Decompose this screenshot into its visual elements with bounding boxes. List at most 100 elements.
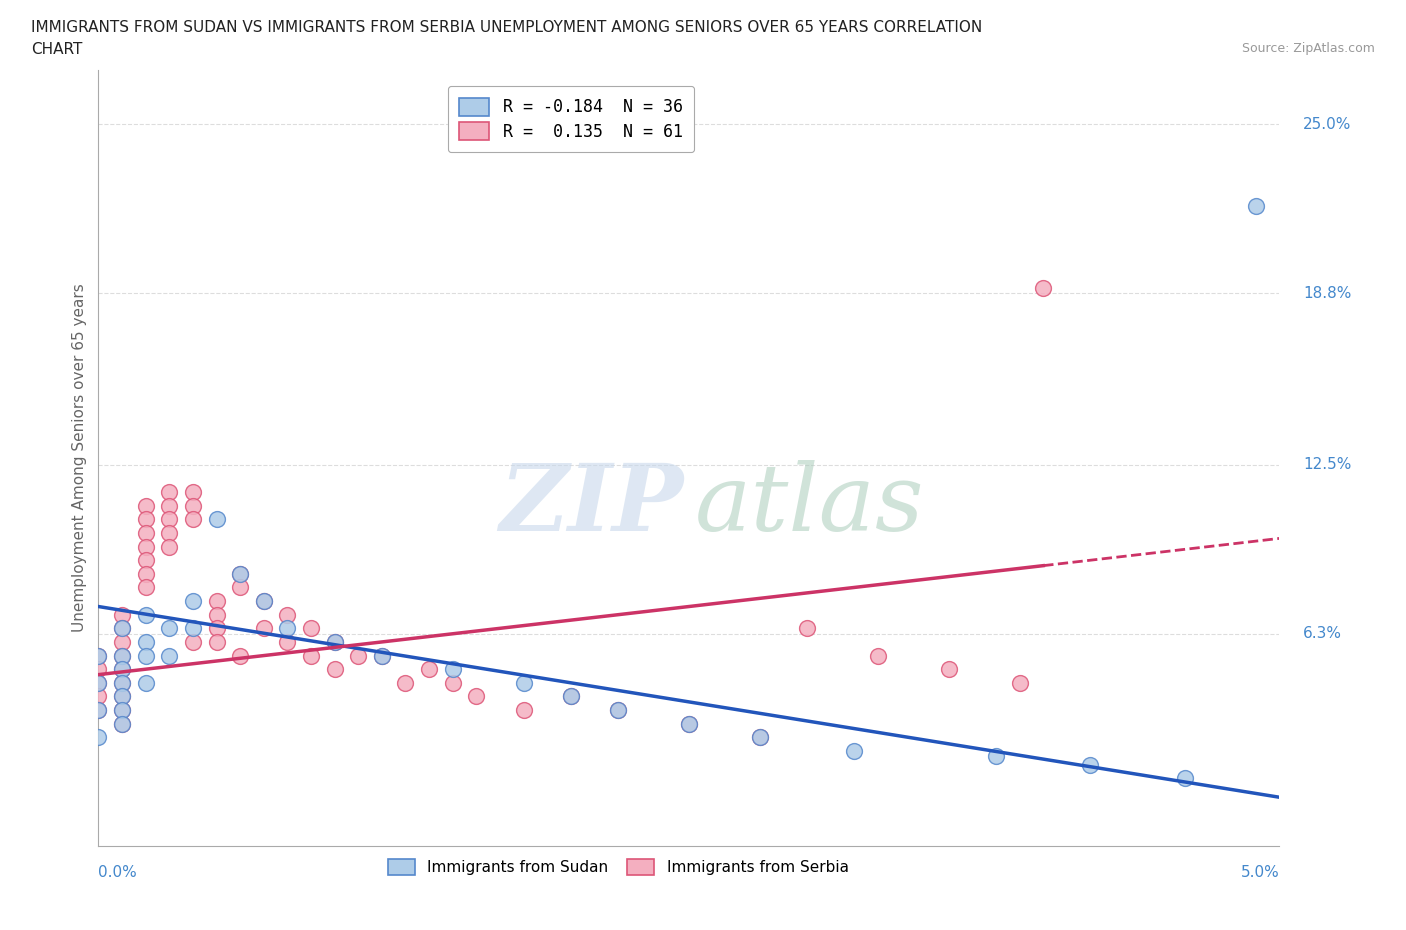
Point <box>87 648 110 663</box>
Point <box>512 703 534 718</box>
Point <box>299 621 322 636</box>
Point <box>111 703 134 718</box>
Text: IMMIGRANTS FROM SUDAN VS IMMIGRANTS FROM SERBIA UNEMPLOYMENT AMONG SENIORS OVER : IMMIGRANTS FROM SUDAN VS IMMIGRANTS FROM… <box>31 20 983 35</box>
Point <box>323 662 346 677</box>
Point <box>181 512 204 526</box>
Point <box>512 675 534 690</box>
Point <box>135 648 157 663</box>
Point <box>111 716 134 731</box>
Point <box>135 607 157 622</box>
Point <box>299 648 322 663</box>
Point <box>111 621 134 636</box>
Point <box>560 689 582 704</box>
Point <box>111 675 134 690</box>
Point <box>441 675 464 690</box>
Point <box>135 539 157 554</box>
Point <box>157 621 180 636</box>
Point <box>135 634 157 649</box>
Point <box>181 621 204 636</box>
Point <box>748 730 770 745</box>
Point <box>111 689 134 704</box>
Point <box>276 607 298 622</box>
Point <box>157 485 180 499</box>
Point <box>181 634 204 649</box>
Text: 5.0%: 5.0% <box>1240 866 1279 881</box>
Point <box>394 675 416 690</box>
Point <box>371 648 394 663</box>
Text: Source: ZipAtlas.com: Source: ZipAtlas.com <box>1241 42 1375 55</box>
Point <box>323 634 346 649</box>
Point <box>1032 280 1054 295</box>
Point <box>678 716 700 731</box>
Point <box>323 634 346 649</box>
Point <box>866 648 889 663</box>
Text: CHART: CHART <box>31 42 83 57</box>
Point <box>111 648 134 663</box>
Point <box>111 675 134 690</box>
Point <box>87 648 110 663</box>
Point <box>205 621 228 636</box>
Point <box>135 675 157 690</box>
Point <box>87 662 110 677</box>
Point <box>157 648 180 663</box>
Point <box>157 512 180 526</box>
Point <box>111 662 134 677</box>
Point <box>181 485 204 499</box>
Point <box>135 566 157 581</box>
Point <box>157 498 180 513</box>
Point <box>157 539 180 554</box>
Text: 12.5%: 12.5% <box>1303 458 1351 472</box>
Point <box>111 634 134 649</box>
Point <box>796 621 818 636</box>
Point <box>607 703 630 718</box>
Point <box>253 621 276 636</box>
Point <box>607 703 630 718</box>
Point <box>560 689 582 704</box>
Point <box>87 703 110 718</box>
Point <box>441 662 464 677</box>
Text: 6.3%: 6.3% <box>1303 626 1343 642</box>
Point <box>1174 771 1197 786</box>
Point <box>181 593 204 608</box>
Point <box>87 675 110 690</box>
Point <box>111 621 134 636</box>
Point <box>157 525 180 540</box>
Y-axis label: Unemployment Among Seniors over 65 years: Unemployment Among Seniors over 65 years <box>72 284 87 632</box>
Point <box>135 498 157 513</box>
Point <box>135 552 157 567</box>
Point <box>276 634 298 649</box>
Point <box>1008 675 1031 690</box>
Point <box>135 525 157 540</box>
Point <box>111 716 134 731</box>
Point <box>229 566 252 581</box>
Point <box>229 580 252 595</box>
Point <box>347 648 370 663</box>
Point <box>111 662 134 677</box>
Point <box>418 662 440 677</box>
Text: 25.0%: 25.0% <box>1303 117 1351 132</box>
Point <box>87 675 110 690</box>
Point <box>87 689 110 704</box>
Point <box>1244 198 1267 213</box>
Point <box>205 593 228 608</box>
Point <box>1080 757 1102 772</box>
Point <box>87 730 110 745</box>
Point <box>111 689 134 704</box>
Point <box>111 703 134 718</box>
Point <box>135 580 157 595</box>
Point <box>229 566 252 581</box>
Legend: Immigrants from Sudan, Immigrants from Serbia: Immigrants from Sudan, Immigrants from S… <box>381 853 855 882</box>
Point <box>253 593 276 608</box>
Point <box>205 607 228 622</box>
Point <box>181 498 204 513</box>
Text: atlas: atlas <box>695 459 924 550</box>
Text: 0.0%: 0.0% <box>98 866 138 881</box>
Point <box>844 743 866 758</box>
Point <box>253 593 276 608</box>
Point <box>276 621 298 636</box>
Point <box>229 648 252 663</box>
Text: ZIP: ZIP <box>499 459 683 550</box>
Point <box>205 512 228 526</box>
Point <box>111 648 134 663</box>
Point <box>371 648 394 663</box>
